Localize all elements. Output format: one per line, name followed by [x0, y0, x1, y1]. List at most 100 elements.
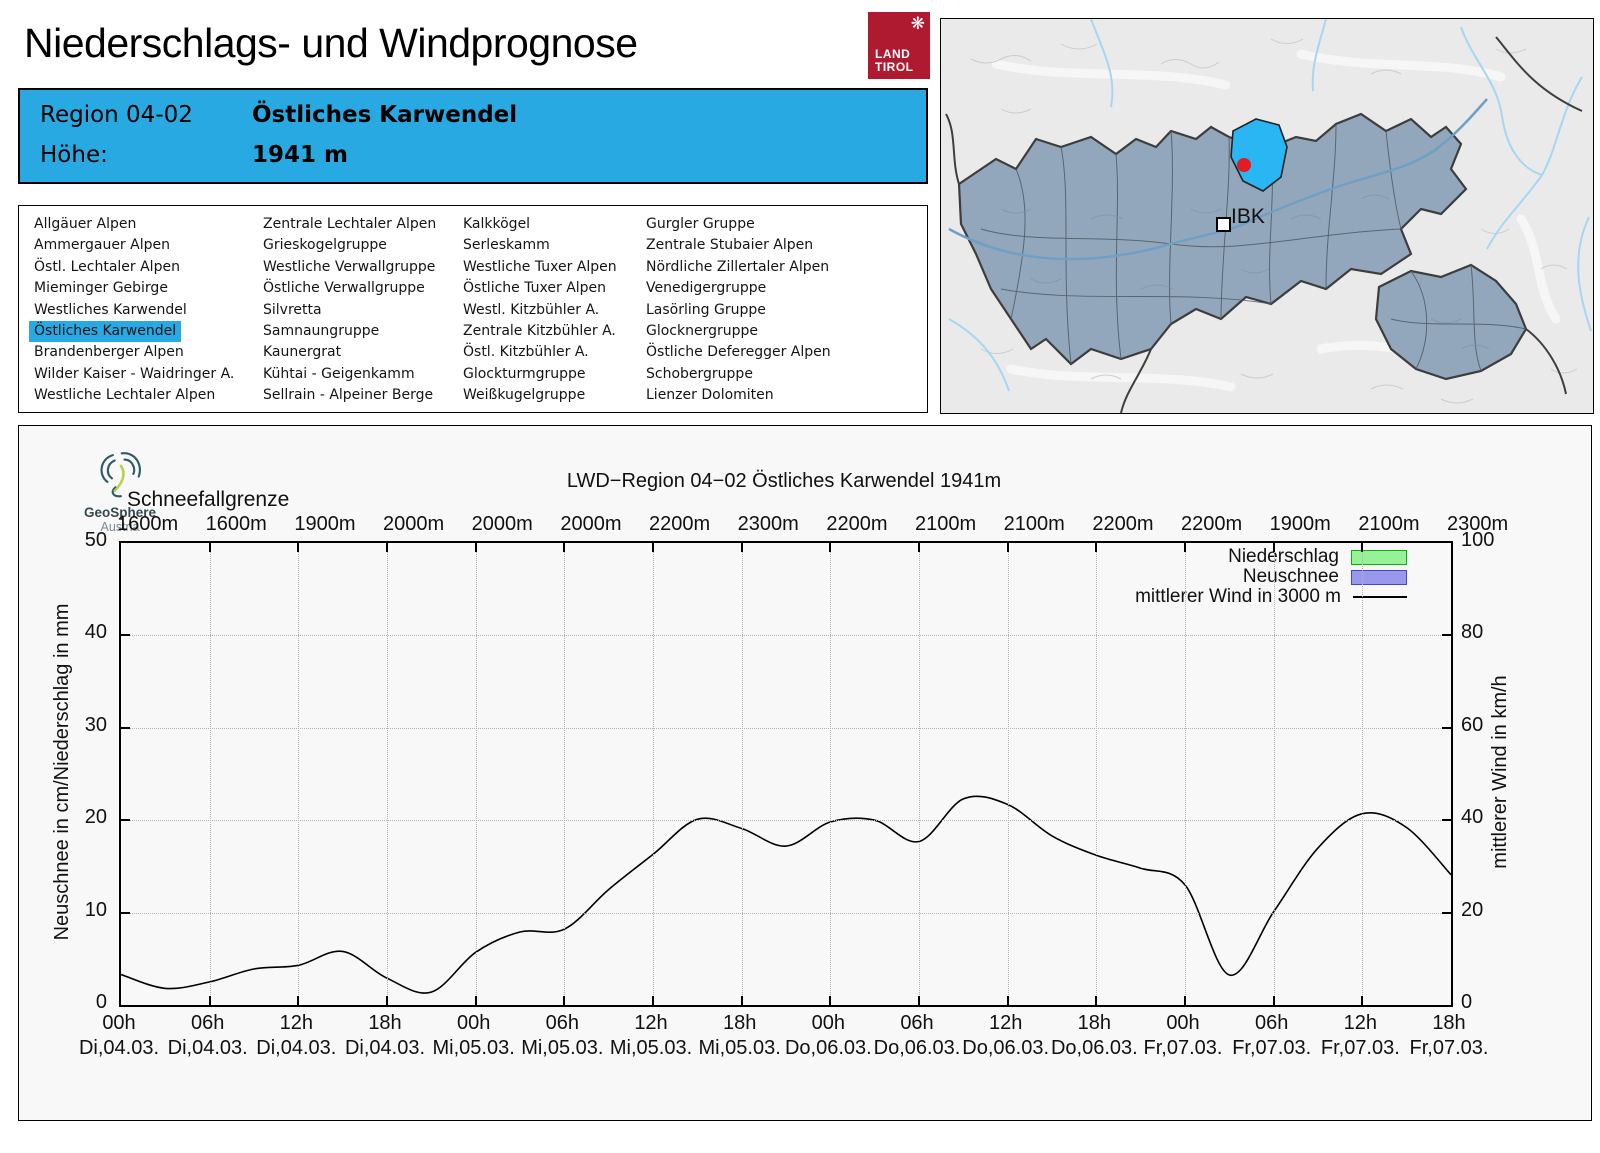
- snowline-value: 2300m: [737, 513, 799, 535]
- region-list-item[interactable]: Östl. Lechtaler Alpen: [34, 258, 180, 275]
- region-list-item[interactable]: Östl. Kitzbühler A.: [463, 344, 589, 361]
- region-list-column: Gurgler Gruppe Zentrale Stubaier Alpen Nör…: [646, 214, 831, 407]
- x-tick-mark-top: [740, 543, 743, 552]
- grid-line-vertical: [830, 543, 832, 1005]
- snowline-value: 1900m: [1269, 513, 1331, 535]
- grid-line-vertical: [1096, 543, 1098, 1005]
- region-list-item[interactable]: Zentrale Stubaier Alpen: [646, 237, 814, 254]
- plot-area: Niederschlag Neuschnee mittlerer Wind in 3…: [119, 541, 1453, 1007]
- legend-line-sample: [1353, 596, 1407, 598]
- x-tick-mark-top: [652, 543, 654, 552]
- region-list-item[interactable]: Östliche Tuxer Alpen: [463, 280, 607, 297]
- region-list-item[interactable]: Venedigergruppe: [646, 280, 767, 297]
- region-list-item[interactable]: Zentrale Lechtaler Alpen: [263, 216, 437, 232]
- region-header-box: Region 04-02 Östliches Karwendel Höhe: 1…: [18, 88, 928, 184]
- y-tick-mark-left: [121, 819, 130, 822]
- region-list-item[interactable]: Westl. Kitzbühler A.: [463, 301, 600, 318]
- x-tick-hour: 12h: [988, 1012, 1023, 1034]
- x-tick-hour: 00h: [1166, 1012, 1200, 1034]
- y-tick-mark-right: [1442, 726, 1451, 729]
- x-tick-mark: [829, 996, 832, 1005]
- region-list-item[interactable]: Östliche Deferegger Alpen: [646, 344, 831, 361]
- region-list-item[interactable]: Ammergauer Alpen: [34, 237, 170, 254]
- wind-line: [121, 795, 1451, 994]
- grid-line-horizontal: [121, 820, 1451, 822]
- chart-title: LWD−Region 04−02 Östliches Karwendel 194…: [566, 470, 1002, 492]
- grid-line-vertical: [1185, 543, 1186, 1005]
- x-tick-hour: 12h: [279, 1012, 314, 1034]
- region-list-item[interactable]: Kaunergrat: [263, 344, 342, 361]
- x-tick-mark-top: [1095, 543, 1098, 552]
- legend-row: Niederschlag: [1135, 546, 1407, 567]
- grid-line-vertical: [209, 543, 211, 1005]
- x-tick-label: 06h Mi,05.03.: [502, 1011, 622, 1061]
- x-tick-day: Di,04.03.: [78, 1037, 160, 1059]
- x-tick-day: Do,06.03.: [962, 1037, 1050, 1059]
- region-list-item[interactable]: Gurgler Gruppe: [646, 216, 755, 232]
- snowline-value: 2100m: [915, 513, 977, 535]
- x-tick-mark: [474, 996, 477, 1005]
- geosphere-name: GeoSphere: [83, 505, 157, 520]
- x-tick-day: Fr,07.03.: [1232, 1037, 1312, 1059]
- region-list-item[interactable]: Serleskamm: [463, 237, 550, 254]
- region-list-item[interactable]: Mieminger Gebirge: [34, 280, 168, 297]
- x-tick-day: Di,04.03.: [256, 1037, 337, 1059]
- region-list-item[interactable]: Lienzer Dolomiten: [646, 387, 774, 404]
- region-label: Region 04-02: [40, 102, 193, 128]
- region-list-item[interactable]: Wilder Kaiser - Waidringer A.: [34, 365, 235, 382]
- region-list-item[interactable]: Allgäuer Alpen: [34, 216, 137, 232]
- x-tick-day: Di,04.03.: [167, 1037, 248, 1059]
- region-list-item[interactable]: Lasörling Gruppe: [646, 301, 766, 318]
- x-tick-mark-top: [297, 543, 300, 552]
- tirol-map[interactable]: IBK: [940, 18, 1594, 414]
- x-tick-mark: [1006, 996, 1009, 1005]
- region-list-item[interactable]: Zentrale Kitzbühler A.: [463, 323, 616, 340]
- region-list-item[interactable]: Kühtai - Geigenkamm: [263, 365, 415, 382]
- x-tick-hour: 00h: [456, 1012, 491, 1034]
- region-list-item[interactable]: Weißkugelgruppe: [463, 387, 586, 404]
- region-list-item[interactable]: Kalkkögel: [463, 216, 531, 232]
- x-tick-label: 00h Mi,05.03.: [414, 1011, 534, 1061]
- region-list-item[interactable]: Grieskogelgruppe: [263, 237, 387, 254]
- grid-line-vertical: [1273, 543, 1275, 1005]
- region-list: Allgäuer Alpen Ammergauer Alpen Östl. Lech…: [18, 205, 928, 413]
- region-list-item[interactable]: Silvretta: [263, 301, 322, 318]
- legend-swatch: [1351, 569, 1407, 585]
- x-tick-mark: [1272, 996, 1275, 1005]
- y-axis-left-label: 40: [84, 621, 107, 644]
- chart-legend: Niederschlag Neuschnee mittlerer Wind in 3…: [1135, 546, 1407, 607]
- snowline-value: 2000m: [383, 513, 445, 535]
- region-list-item[interactable]: Östliches Karwendel: [29, 321, 182, 343]
- region-list-item[interactable]: Westliche Lechtaler Alpen: [34, 387, 216, 404]
- x-tick-mark-top: [386, 543, 388, 552]
- region-list-item[interactable]: Samnaungruppe: [263, 323, 380, 340]
- legend-label: mittlerer Wind in 3000 m: [1135, 586, 1341, 607]
- x-tick-label: 06h Di,04.03.: [148, 1011, 268, 1061]
- region-list-item[interactable]: Nördliche Zillertaler Alpen: [646, 258, 830, 275]
- region-list-item[interactable]: Glocknergruppe: [646, 323, 759, 340]
- grid-line-vertical: [298, 543, 300, 1005]
- x-tick-day: Mi,05.03.: [609, 1037, 693, 1059]
- region-list-item[interactable]: Westliche Verwallgruppe: [263, 258, 436, 275]
- snowline-value: 2100m: [1003, 513, 1065, 535]
- region-list-item[interactable]: Westliche Tuxer Alpen: [463, 258, 617, 275]
- snowline-value: 2200m: [1092, 513, 1154, 535]
- region-list-column: Zentrale Lechtaler Alpen Grieskogelgruppe…: [263, 214, 436, 407]
- region-list-item[interactable]: Brandenberger Alpen: [34, 344, 184, 361]
- grid-line-horizontal: [121, 727, 1451, 729]
- x-tick-day: Mi,05.03.: [521, 1037, 604, 1059]
- x-tick-mark-top: [1361, 543, 1364, 552]
- region-list-item[interactable]: Schobergruppe: [646, 365, 753, 382]
- snowline-value: 1900m: [294, 513, 356, 535]
- region-list-item[interactable]: Glockturmgruppe: [463, 365, 586, 382]
- x-tick-day: Fr,07.03.: [1143, 1037, 1223, 1059]
- snowline-row: 1600m 1600m 1900m 2000m 2000m 2000m 2200m 2300m…: [19, 513, 1591, 537]
- x-tick-mark-top: [208, 543, 211, 552]
- x-tick-hour: 06h: [1254, 1012, 1289, 1034]
- map-ibk-marker: [1216, 217, 1231, 232]
- region-list-item[interactable]: Sellrain - Alpeiner Berge: [263, 387, 434, 404]
- map-ibk-label: IBK: [1231, 205, 1265, 228]
- x-tick-mark-top: [918, 543, 920, 552]
- region-list-item[interactable]: Östliche Verwallgruppe: [263, 280, 425, 297]
- region-list-item[interactable]: Westliches Karwendel: [34, 301, 187, 318]
